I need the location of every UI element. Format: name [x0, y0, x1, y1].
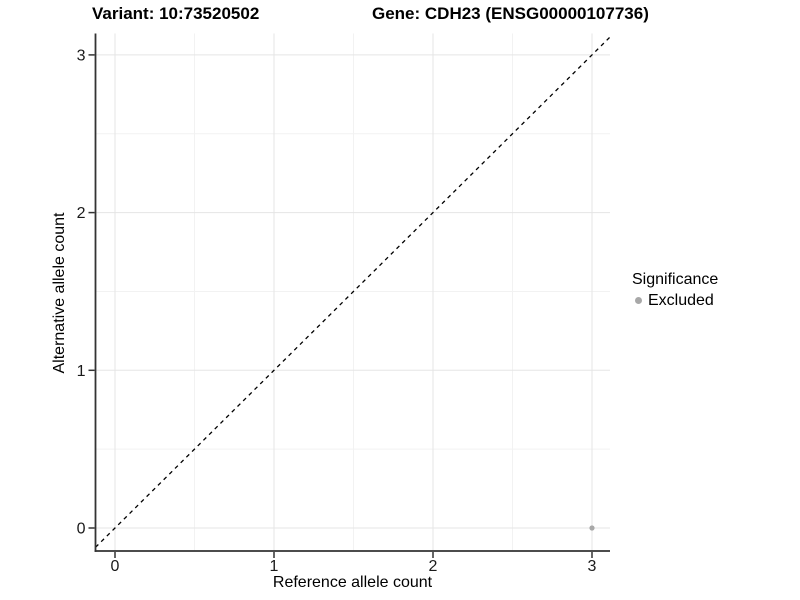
y-tick-label: 2 [77, 205, 86, 222]
legend: Significance Excluded [630, 271, 718, 310]
x-tick-label: 0 [111, 558, 120, 575]
legend-items: Excluded [630, 291, 718, 310]
legend-item: Excluded [630, 291, 718, 310]
data-point [589, 525, 595, 531]
y-tick-label: 0 [77, 521, 86, 538]
identity-line [95, 36, 611, 548]
plot-title-variant: Variant: 10:73520502 [92, 4, 260, 23]
y-tick-label: 3 [77, 47, 86, 64]
plot-title-gene: Gene: CDH23 (ENSG00000107736) [372, 4, 649, 23]
x-tick-label: 1 [270, 558, 279, 575]
legend-item-label: Excluded [648, 291, 714, 309]
x-tick-label: 3 [588, 558, 597, 575]
y-axis-title: Alternative allele count [51, 212, 68, 374]
legend-marker-icon [635, 297, 642, 304]
y-tick-label: 1 [77, 363, 86, 380]
x-tick-label: 2 [429, 558, 438, 575]
legend-title: Significance [632, 271, 719, 288]
x-axis-title: Reference allele count [272, 574, 433, 591]
